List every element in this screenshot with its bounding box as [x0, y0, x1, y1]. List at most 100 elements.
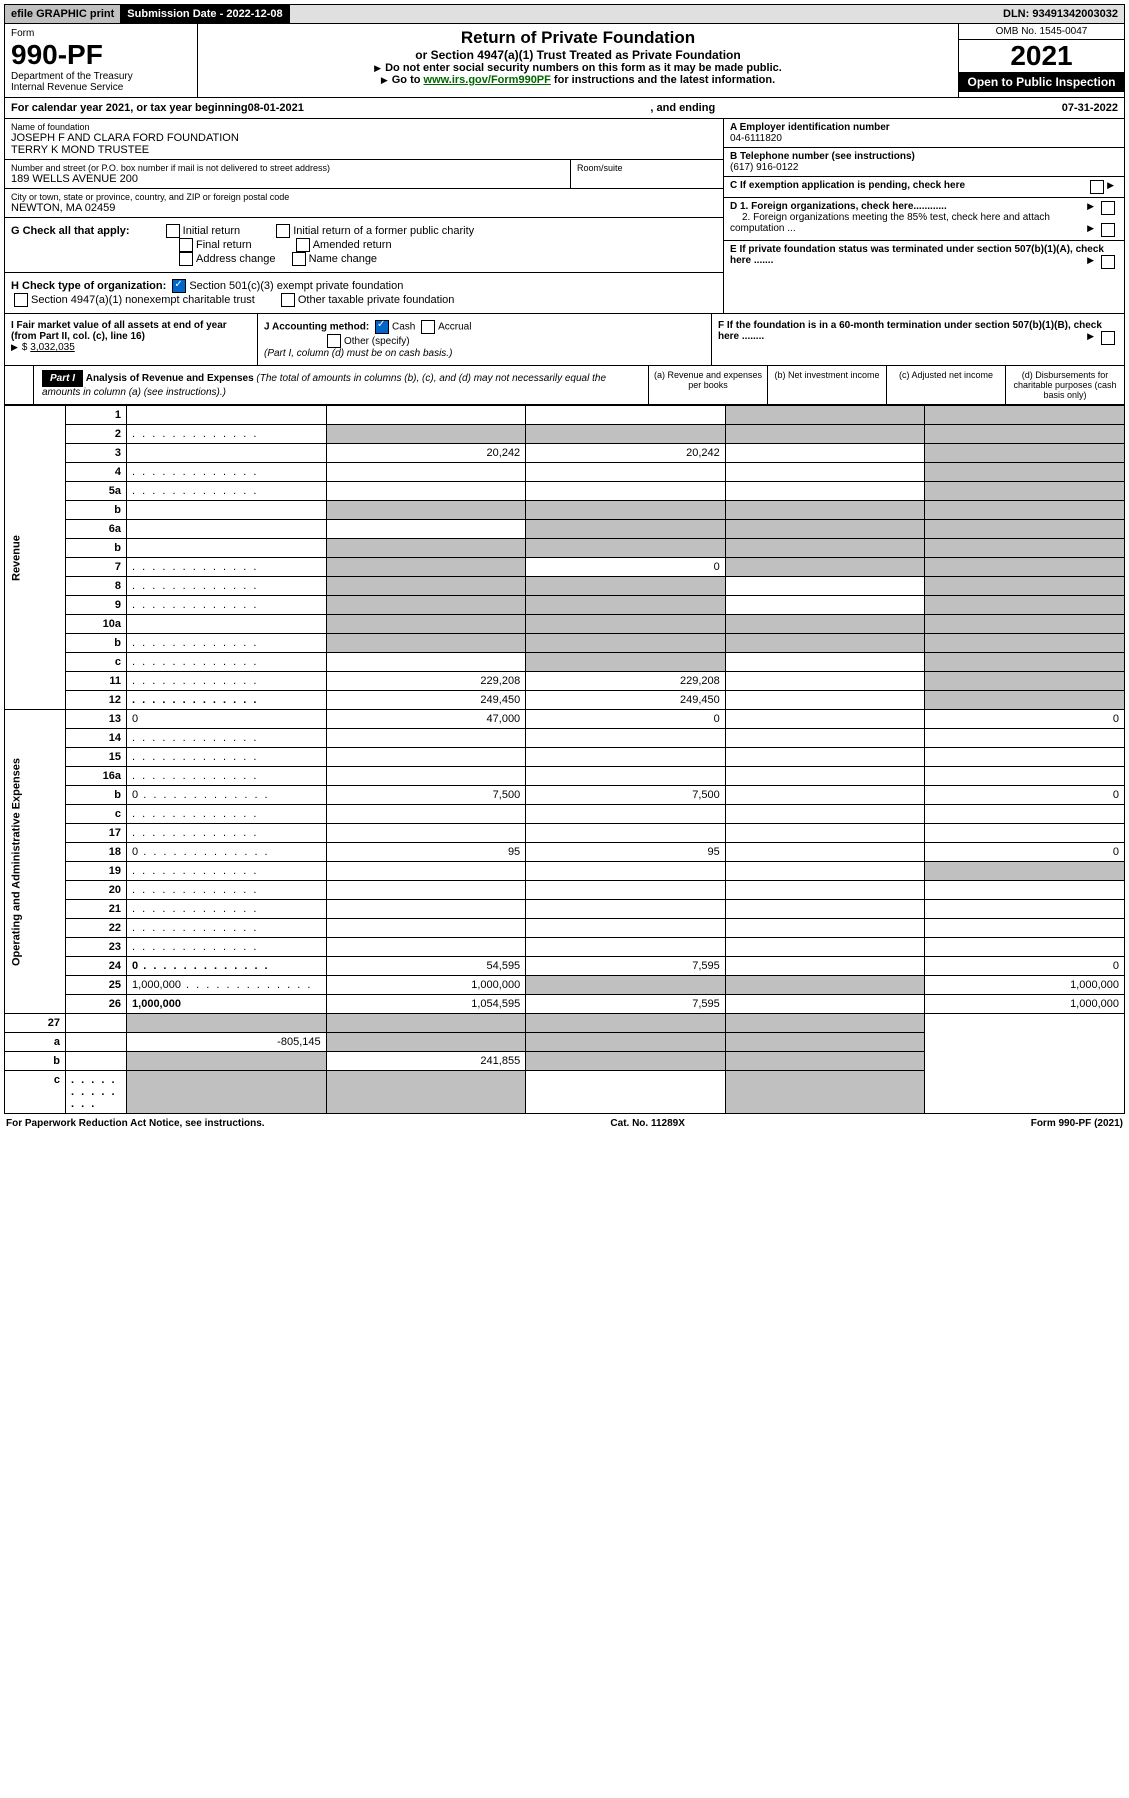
- amount-cell: 229,208: [526, 672, 726, 691]
- i-label: I Fair market value of all assets at end…: [11, 320, 227, 342]
- line-number: 8: [66, 577, 127, 596]
- checkbox-icon[interactable]: [296, 238, 310, 252]
- g-opt-label: Final return: [196, 239, 252, 251]
- form-word: Form: [11, 28, 191, 39]
- line-number: 3: [66, 444, 127, 463]
- j-label: J Accounting method:: [264, 322, 369, 333]
- arrow-icon: [1087, 255, 1094, 266]
- amount-cell: [526, 881, 726, 900]
- amount-cell: [925, 558, 1125, 577]
- amount-cell: [725, 919, 925, 938]
- checkbox-icon[interactable]: [1090, 180, 1104, 194]
- checkbox-icon[interactable]: [14, 293, 28, 307]
- amount-cell: [326, 653, 526, 672]
- j-cash: Cash: [392, 322, 415, 333]
- table-row: 23: [5, 938, 1125, 957]
- line-desc: 0: [127, 786, 327, 805]
- amount-cell: [326, 520, 526, 539]
- arrow-icon: [1087, 223, 1094, 234]
- checkbox-icon[interactable]: [166, 224, 180, 238]
- amount-cell: [326, 577, 526, 596]
- table-row: c: [5, 653, 1125, 672]
- checkbox-icon[interactable]: [421, 320, 435, 334]
- table-row: 16a: [5, 767, 1125, 786]
- amount-cell: [326, 748, 526, 767]
- amount-cell: [725, 425, 925, 444]
- line-number: 24: [66, 957, 127, 976]
- header-right: OMB No. 1545-0047 2021 Open to Public In…: [958, 24, 1124, 97]
- header-mid: Return of Private Foundation or Section …: [198, 24, 958, 97]
- j-accrual: Accrual: [438, 322, 471, 333]
- checkbox-icon[interactable]: [292, 252, 306, 266]
- amount-cell: [526, 938, 726, 957]
- amount-cell: [925, 900, 1125, 919]
- checkbox-icon[interactable]: [276, 224, 290, 238]
- table-row: 21: [5, 900, 1125, 919]
- amount-cell: [925, 482, 1125, 501]
- g-checks: G Check all that apply: Initial return I…: [5, 218, 723, 273]
- checkbox-icon[interactable]: [1101, 223, 1115, 237]
- amount-cell: 54,595: [326, 957, 526, 976]
- amount-cell: 7,595: [526, 995, 726, 1014]
- line-number: 11: [66, 672, 127, 691]
- amount-cell: [725, 463, 925, 482]
- checkbox-icon[interactable]: [1101, 201, 1115, 215]
- table-row: 27: [5, 1014, 1125, 1033]
- name-label: Name of foundation: [11, 122, 717, 132]
- i-cell: I Fair market value of all assets at end…: [5, 314, 258, 365]
- table-row: 251,000,0001,000,0001,000,000: [5, 976, 1125, 995]
- info-left: Name of foundation JOSEPH F AND CLARA FO…: [5, 119, 723, 313]
- section-label: Revenue: [5, 406, 66, 710]
- dln-cell: DLN: 93491342003032: [997, 5, 1124, 23]
- line-number: 7: [66, 558, 127, 577]
- amount-cell: [925, 862, 1125, 881]
- part1-title: Analysis of Revenue and Expenses: [86, 373, 254, 384]
- line-number: c: [66, 805, 127, 824]
- line-desc: [127, 748, 327, 767]
- amount-cell: [925, 615, 1125, 634]
- amount-cell: [526, 767, 726, 786]
- amount-cell: [925, 463, 1125, 482]
- amount-cell: [725, 406, 925, 425]
- checkbox-icon[interactable]: [179, 238, 193, 252]
- col-a-header: (a) Revenue and expenses per books: [648, 366, 767, 404]
- dept-treasury: Department of the Treasury: [11, 71, 191, 82]
- line-desc: [127, 824, 327, 843]
- trustee-name: TERRY K MOND TRUSTEE: [11, 144, 717, 156]
- amount-cell: 229,208: [326, 672, 526, 691]
- addr-label: Number and street (or P.O. box number if…: [11, 163, 564, 173]
- calendar-year-row: For calendar year 2021, or tax year begi…: [4, 98, 1125, 119]
- checkbox-icon[interactable]: [1101, 255, 1115, 269]
- j-other-wrap: Other (specify): [324, 336, 410, 347]
- addr-row: Number and street (or P.O. box number if…: [5, 160, 723, 189]
- checkbox-checked-icon[interactable]: [172, 279, 186, 293]
- line-number: b: [66, 786, 127, 805]
- part1-spacer: [5, 366, 34, 404]
- amount-cell: [725, 653, 925, 672]
- checkbox-icon[interactable]: [1101, 331, 1115, 345]
- amount-cell: [925, 520, 1125, 539]
- amount-cell: [725, 938, 925, 957]
- amount-cell: [725, 786, 925, 805]
- amount-cell: [725, 596, 925, 615]
- amount-cell: [326, 1014, 526, 1033]
- efile-print-button[interactable]: efile GRAPHIC print: [5, 5, 121, 23]
- city-cell: City or town, state or province, country…: [5, 189, 723, 218]
- g-opt-label: Name change: [309, 253, 378, 265]
- h-opt1: Section 501(c)(3) exempt private foundat…: [189, 280, 403, 292]
- amount-cell: [526, 406, 726, 425]
- amount-cell: [925, 577, 1125, 596]
- line-number: 4: [66, 463, 127, 482]
- amount-cell: [326, 501, 526, 520]
- checkbox-icon[interactable]: [327, 334, 341, 348]
- col-d-header: (d) Disbursements for charitable purpose…: [1005, 366, 1124, 404]
- g-opt-label: Amended return: [313, 239, 392, 251]
- irs-link[interactable]: www.irs.gov/Form990PF: [424, 74, 551, 86]
- line-desc: [127, 862, 327, 881]
- amount-cell: [326, 615, 526, 634]
- checkbox-icon[interactable]: [179, 252, 193, 266]
- checkbox-checked-icon[interactable]: [375, 320, 389, 334]
- irs-label: Internal Revenue Service: [11, 82, 191, 93]
- checkbox-icon[interactable]: [281, 293, 295, 307]
- line-desc: [127, 463, 327, 482]
